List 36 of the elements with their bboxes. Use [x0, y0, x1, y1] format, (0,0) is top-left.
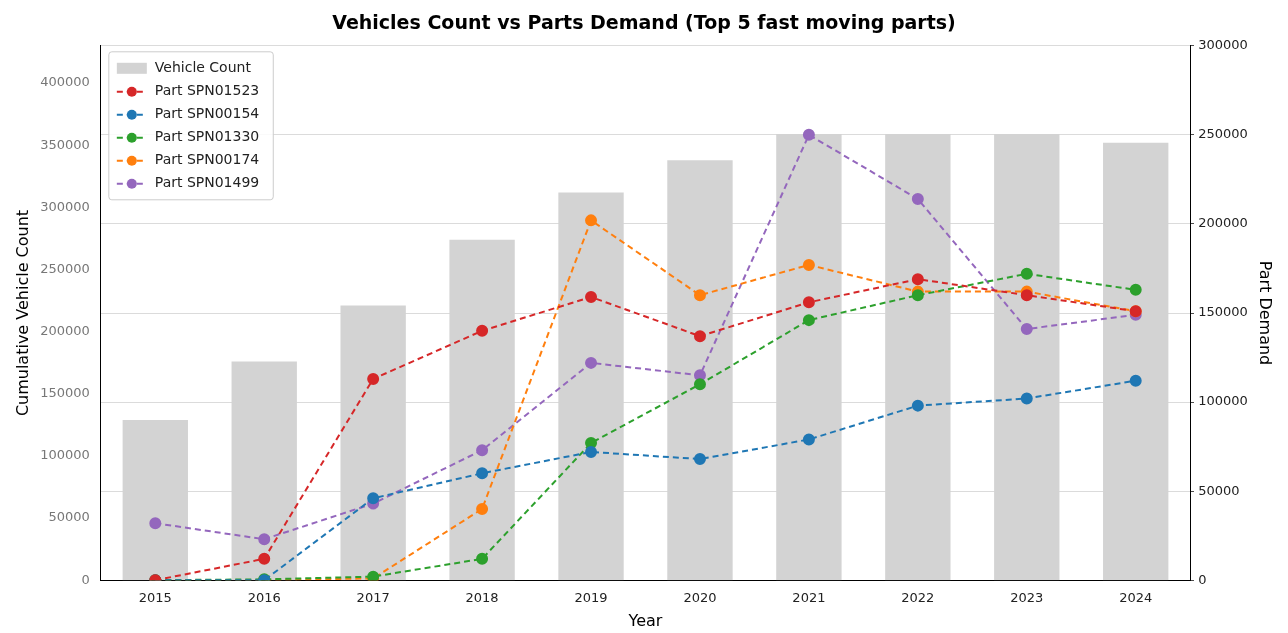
- y2-tick-label: 100000: [1198, 393, 1248, 409]
- chart-title: Vehicles Count vs Parts Demand (Top 5 fast moving parts): [332, 11, 956, 34]
- legend-label: Part SPN01523: [154, 82, 260, 99]
- y2-tick-label: 250000: [1198, 126, 1248, 142]
- legend-label: Part SPN01499: [154, 174, 260, 191]
- x-tick-label: 2017: [356, 590, 390, 606]
- y-axis-title: Cumulative Vehicle Count: [12, 209, 32, 417]
- x-tick-label: 2015: [138, 590, 172, 606]
- x-tick-label: 2016: [247, 590, 281, 606]
- x-tick-label: 2020: [683, 590, 717, 606]
- y2-tick-label: 200000: [1198, 215, 1248, 231]
- y2-tick-label: 0: [1198, 571, 1207, 587]
- y-tick-label: 200000: [40, 323, 90, 339]
- y-tick-label: 100000: [40, 447, 90, 463]
- legend-label: Part SPN00174: [154, 151, 260, 168]
- x-tick-label: 2023: [1010, 590, 1044, 606]
- y-tick-label: 400000: [40, 74, 90, 90]
- y-tick-label: 0: [81, 571, 90, 587]
- y-tick-label: 250000: [40, 260, 90, 276]
- x-axis-title: Year: [627, 610, 663, 630]
- x-tick-label: 2024: [1119, 590, 1153, 606]
- y-tick-label: 300000: [40, 198, 90, 214]
- y2-tick-label: 300000: [1198, 37, 1248, 53]
- y2-tick-label: 150000: [1198, 304, 1248, 320]
- x-tick-label: 2022: [901, 590, 935, 606]
- x-tick-label: 2021: [792, 590, 826, 606]
- x-tick-label: 2018: [465, 590, 499, 606]
- legend-label: Part SPN01330: [154, 128, 260, 145]
- x-tick-label: 2019: [574, 590, 608, 606]
- legend-label: Vehicle Count: [154, 59, 252, 76]
- y2-tick-label: 50000: [1198, 482, 1240, 498]
- legend-label: Part SPN00154: [154, 105, 260, 122]
- y2-axis-title: Part Demand: [1256, 260, 1276, 366]
- y-tick-label: 50000: [48, 509, 90, 525]
- y-tick-label: 350000: [40, 136, 90, 152]
- y-tick-label: 150000: [40, 385, 90, 401]
